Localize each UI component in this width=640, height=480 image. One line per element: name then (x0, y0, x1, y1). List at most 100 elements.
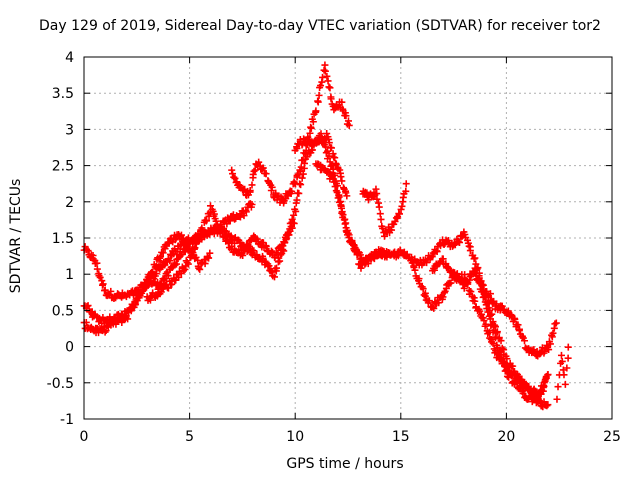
data-point (514, 321, 522, 329)
data-point (520, 387, 528, 395)
data-point (324, 77, 332, 85)
data-point (166, 257, 174, 265)
data-point (381, 232, 389, 240)
data-point (228, 166, 236, 174)
data-point (196, 265, 204, 273)
data-point (471, 254, 479, 262)
data-point (171, 236, 179, 244)
y-tick-label: 3.5 (52, 86, 74, 102)
data-point (84, 247, 92, 255)
data-point (482, 320, 490, 328)
data-point (324, 147, 332, 155)
data-point (179, 236, 187, 244)
data-point (450, 272, 458, 280)
data-point (377, 215, 385, 223)
y-axis-label: SDTVAR / TECUs (8, 178, 24, 294)
data-point (553, 395, 561, 403)
data-point (321, 61, 329, 69)
data-point (248, 181, 256, 189)
data-point (561, 380, 569, 388)
data-point (544, 371, 552, 379)
data-point (321, 67, 329, 75)
data-point (142, 282, 150, 290)
data-point (292, 207, 300, 215)
data-point (557, 351, 565, 359)
data-point (551, 320, 559, 328)
y-tick-label: 2 (65, 195, 74, 211)
data-point (506, 371, 514, 379)
data-point (511, 315, 519, 323)
data-point (248, 200, 256, 208)
data-point (489, 339, 497, 347)
series-sat-e (228, 61, 353, 207)
y-tick-label: 2.5 (52, 159, 74, 175)
data-point (171, 261, 179, 269)
data-point (430, 304, 438, 312)
data-point (467, 288, 475, 296)
data-point (483, 305, 491, 313)
x-axis-label: GPS time / hours (286, 456, 404, 472)
data-point (297, 163, 305, 171)
series-sat-b (80, 200, 256, 337)
x-tick-label: 10 (286, 429, 304, 445)
data-point (543, 402, 551, 410)
data-point (189, 249, 197, 257)
data-point (152, 262, 160, 270)
data-point (488, 338, 496, 346)
data-point (236, 213, 244, 221)
data-point (296, 168, 304, 176)
data-point (454, 237, 462, 245)
data-point (312, 107, 320, 115)
data-point (101, 328, 109, 336)
data-point (195, 264, 203, 272)
data-point (331, 154, 339, 162)
data-point (157, 253, 165, 261)
data-point (206, 202, 214, 210)
data-point (477, 277, 485, 285)
data-point (333, 188, 341, 196)
data-point (496, 347, 504, 355)
data-point (544, 401, 552, 409)
y-tick-label: -1 (60, 412, 74, 428)
data-point (84, 302, 92, 310)
data-point (213, 220, 221, 228)
data-point (354, 250, 362, 258)
data-point (225, 238, 233, 246)
data-point (465, 276, 473, 284)
data-point (480, 317, 488, 325)
data-point (315, 91, 323, 99)
data-point (175, 273, 183, 281)
data-point (323, 72, 331, 80)
data-point (429, 303, 437, 311)
data-point (373, 195, 381, 203)
data-point (341, 215, 349, 223)
y-tick-label: -0.5 (47, 376, 74, 392)
data-point (516, 384, 524, 392)
data-point (307, 124, 315, 132)
data-point (107, 287, 115, 295)
data-point (419, 285, 427, 293)
data-point (339, 211, 347, 219)
data-point (338, 98, 346, 106)
data-point (271, 273, 279, 281)
data-point (357, 264, 365, 272)
data-point (447, 279, 455, 287)
data-point (486, 290, 494, 298)
data-point (325, 83, 333, 91)
data-point (93, 265, 101, 273)
data-point (159, 249, 167, 257)
data-point (411, 266, 419, 274)
data-point (314, 98, 322, 106)
data-point (290, 211, 298, 219)
data-point (369, 254, 377, 262)
data-point (546, 340, 554, 348)
data-point (326, 168, 334, 176)
data-point (319, 73, 327, 81)
data-point (277, 251, 285, 259)
data-point (293, 144, 301, 152)
data-point (259, 164, 267, 172)
data-point (267, 247, 275, 255)
x-tick-label: 0 (80, 429, 89, 445)
data-point (486, 315, 494, 323)
